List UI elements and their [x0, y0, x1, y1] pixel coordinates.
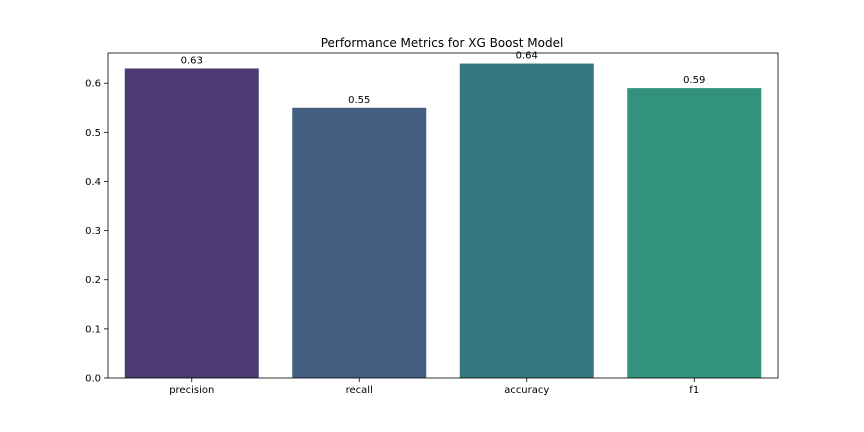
data-label-recall: 0.55: [348, 95, 370, 106]
x-axis: precision recall accuracy f1: [169, 378, 699, 396]
bar-precision: [124, 68, 259, 378]
bar-accuracy: [459, 63, 594, 379]
x-tick-label-recall: recall: [346, 385, 373, 396]
data-label-precision: 0.63: [181, 55, 203, 66]
x-tick-label-accuracy: accuracy: [504, 385, 549, 396]
bar-recall: [292, 107, 427, 379]
y-tick-label-1: 0.1: [85, 324, 101, 335]
bars-group: [124, 63, 762, 379]
y-axis: 0.0 0.1 0.2 0.3 0.4 0.5 0.6: [85, 79, 108, 385]
y-tick-label-2: 0.2: [85, 275, 101, 286]
plot-frame: [107, 52, 779, 379]
y-tick-label-6: 0.6: [85, 79, 101, 90]
data-labels-group: 0.63 0.55 0.64 0.59: [181, 51, 706, 106]
x-tick-label-precision: precision: [169, 385, 214, 396]
data-label-f1: 0.59: [683, 75, 705, 86]
data-label-accuracy: 0.64: [516, 51, 538, 62]
bar-f1: [627, 88, 762, 379]
y-tick-label-4: 0.4: [85, 177, 101, 188]
y-tick-label-5: 0.5: [85, 128, 101, 139]
y-tick-label-3: 0.3: [85, 226, 101, 237]
x-tick-label-f1: f1: [689, 385, 699, 396]
y-tick-label-0: 0.0: [85, 374, 101, 385]
chart-title: Performance Metrics for XG Boost Model: [321, 36, 564, 50]
